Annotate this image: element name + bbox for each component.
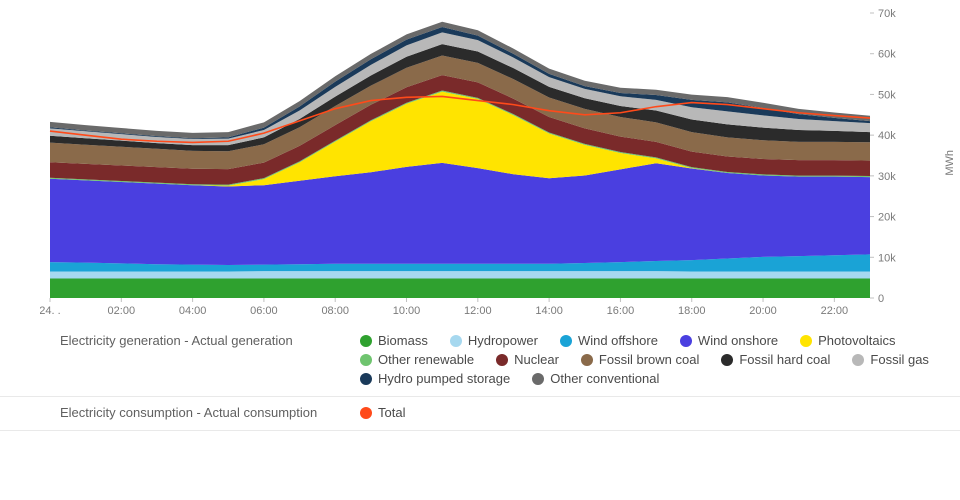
legend-consumption-title: Electricity consumption - Actual consump…: [0, 405, 360, 420]
ytick-label: 20k: [878, 212, 896, 224]
xtick-label: 06:00: [250, 305, 278, 317]
legend-swatch-icon: [450, 335, 462, 347]
legend-item-wind_onshore[interactable]: Wind onshore: [680, 333, 778, 348]
y-axis-label: MWh: [944, 150, 956, 176]
legend-item-fossil_gas[interactable]: Fossil gas: [852, 352, 929, 367]
legend-item-label: Wind onshore: [698, 333, 778, 348]
legend-generation-title: Electricity generation - Actual generati…: [0, 333, 360, 348]
ytick-label: 30k: [878, 171, 896, 183]
xtick-label: 24. .: [40, 305, 61, 317]
legend-item-fossil_hard_coal[interactable]: Fossil hard coal: [721, 352, 830, 367]
legend-item-label: Biomass: [378, 333, 428, 348]
legend-swatch-icon: [800, 335, 812, 347]
legend-item-label: Nuclear: [514, 352, 559, 367]
legend-swatch-icon: [360, 354, 372, 366]
legend-item-label: Other conventional: [550, 371, 659, 386]
xtick-label: 16:00: [607, 305, 635, 317]
legend-item-label: Photovoltaics: [818, 333, 895, 348]
legend-swatch-icon: [360, 373, 372, 385]
area-biomass: [50, 278, 870, 298]
legend-item-hydropower[interactable]: Hydropower: [450, 333, 538, 348]
xtick-label: 20:00: [749, 305, 777, 317]
legend-swatch-icon: [360, 335, 372, 347]
xtick-label: 08:00: [321, 305, 349, 317]
ytick-label: 60k: [878, 49, 896, 61]
xtick-label: 18:00: [678, 305, 706, 317]
xtick-label: 22:00: [821, 305, 849, 317]
legend-swatch-icon: [560, 335, 572, 347]
legend-item-label: Fossil brown coal: [599, 352, 699, 367]
xtick-label: 02:00: [108, 305, 136, 317]
legend-item-other_conventional[interactable]: Other conventional: [532, 371, 659, 386]
legend-swatch-icon: [852, 354, 864, 366]
legend-item-total_consumption[interactable]: Total: [360, 405, 405, 420]
ytick-label: 50k: [878, 89, 896, 101]
legend-swatch-icon: [721, 354, 733, 366]
legend-swatch-icon: [532, 373, 544, 385]
legend-item-label: Hydropower: [468, 333, 538, 348]
legend-item-label: Fossil gas: [870, 352, 929, 367]
legend-generation-block: Electricity generation - Actual generati…: [0, 325, 960, 397]
legend-item-label: Other renewable: [378, 352, 474, 367]
legend-consumption-block: Electricity consumption - Actual consump…: [0, 397, 960, 431]
legend-item-nuclear[interactable]: Nuclear: [496, 352, 559, 367]
legend-item-other_renewable[interactable]: Other renewable: [360, 352, 474, 367]
legend-swatch-icon: [496, 354, 508, 366]
xtick-label: 04:00: [179, 305, 207, 317]
area-hydropower: [50, 271, 870, 278]
legend-item-photovoltaics[interactable]: Photovoltaics: [800, 333, 895, 348]
legend-item-label: Fossil hard coal: [739, 352, 830, 367]
ytick-label: 0: [878, 293, 884, 305]
xtick-label: 12:00: [464, 305, 492, 317]
legend-item-hydro_pumped[interactable]: Hydro pumped storage: [360, 371, 510, 386]
legend-generation-items: Biomass Hydropower Wind offshore Wind onsho…: [360, 333, 960, 386]
ytick-label: 10k: [878, 252, 896, 264]
legend-swatch-icon: [581, 354, 593, 366]
legend-item-label: Hydro pumped storage: [378, 371, 510, 386]
legend-item-label: Wind offshore: [578, 333, 658, 348]
legend-swatch-icon: [680, 335, 692, 347]
legend-item-label: Total: [378, 405, 405, 420]
legend-consumption-items: Total: [360, 405, 960, 420]
xtick-label: 10:00: [393, 305, 421, 317]
legend-item-biomass[interactable]: Biomass: [360, 333, 428, 348]
ytick-label: 70k: [878, 8, 896, 20]
legend-item-wind_offshore[interactable]: Wind offshore: [560, 333, 658, 348]
xtick-label: 14:00: [535, 305, 563, 317]
ytick-label: 40k: [878, 130, 896, 142]
generation-chart: 0 10k 20k 30k 40k 50k 60k 70k 24. . 02:00 04:00 06:…: [40, 8, 920, 318]
legend-swatch-icon: [360, 407, 372, 419]
legend-item-fossil_brown_coal[interactable]: Fossil brown coal: [581, 352, 699, 367]
